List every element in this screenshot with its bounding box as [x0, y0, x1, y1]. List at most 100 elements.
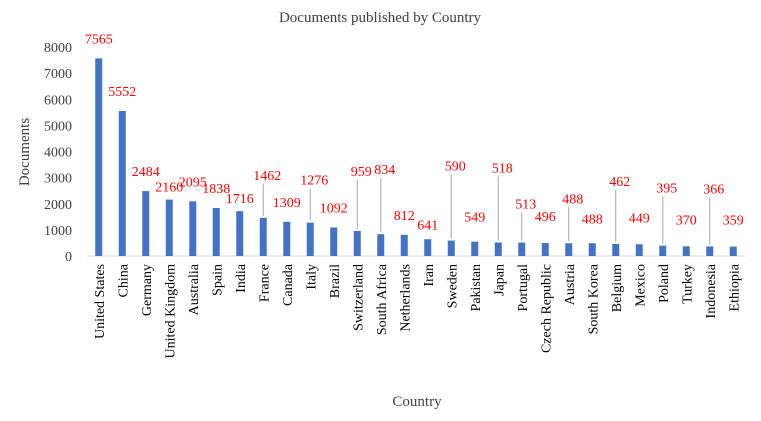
data-label: 488: [582, 212, 603, 227]
data-label: 590: [445, 160, 466, 175]
y-tick-label: 0: [65, 250, 72, 265]
x-tick-label: Ethiopia: [727, 263, 742, 311]
data-label: 496: [535, 210, 556, 225]
y-tick-label: 7000: [44, 67, 72, 82]
data-label: 641: [417, 218, 438, 233]
y-tick-label: 4000: [44, 146, 72, 161]
bar: [635, 244, 643, 256]
bar: [95, 58, 103, 256]
x-tick-label: Poland: [657, 264, 672, 303]
y-tick-label: 5000: [44, 119, 72, 134]
bar: [330, 227, 338, 256]
x-tick-label: Pakistan: [469, 264, 484, 311]
data-label: 1092: [320, 201, 348, 216]
bars: [95, 58, 737, 256]
data-label: 834: [374, 163, 395, 178]
x-tick-label: Spain: [210, 264, 225, 296]
x-tick-label: Netherlands: [398, 264, 413, 332]
data-label: 518: [492, 161, 513, 176]
bar: [682, 246, 690, 256]
bar: [142, 191, 150, 256]
data-label: 488: [562, 192, 583, 207]
bar: [377, 234, 385, 256]
x-tick-label: India: [234, 263, 249, 293]
y-tick-label: 6000: [44, 93, 72, 108]
data-label: 549: [464, 211, 485, 226]
data-label: 812: [394, 209, 415, 224]
bar: [518, 242, 526, 256]
x-tick-label: Turkey: [680, 264, 695, 304]
bar: [165, 199, 173, 256]
data-label: 513: [515, 198, 536, 213]
bar: [400, 234, 408, 256]
x-tick-label: Austria: [563, 263, 578, 305]
x-tick-label: Portugal: [516, 264, 531, 312]
bar: [612, 243, 620, 256]
y-axis-title: Documents: [17, 118, 33, 186]
bar: [565, 243, 573, 256]
bar: [353, 230, 361, 256]
bar: [189, 201, 197, 256]
x-tick-label: France: [257, 264, 272, 302]
data-label: 959: [351, 165, 372, 180]
label-leader-lines: [262, 174, 711, 245]
chart-title: Documents published by Country: [279, 10, 482, 26]
x-tick-label: Australia: [187, 263, 202, 315]
data-label: 2160: [155, 181, 183, 196]
y-tick-label: 8000: [44, 41, 72, 56]
bar: [212, 207, 220, 256]
bar: [283, 221, 291, 256]
x-tick-label: Iran: [422, 264, 437, 287]
x-tick-label: Mexico: [633, 264, 648, 307]
x-tick-label: Japan: [492, 264, 507, 296]
data-label: 7565: [85, 32, 113, 47]
data-label: 462: [609, 175, 630, 190]
x-tick-label: Indonesia: [704, 263, 719, 318]
bar: [424, 239, 432, 256]
x-axis-title: Country: [392, 394, 442, 410]
data-label: 370: [676, 213, 697, 228]
x-tick-label: South Korea: [586, 263, 601, 334]
bar: [306, 222, 314, 256]
y-tick-label: 1000: [44, 224, 72, 239]
x-tick-label: South Africa: [375, 263, 390, 335]
bar: [541, 243, 549, 256]
bar: [259, 217, 267, 256]
x-axis-ticks: United States China Germany United Kingdom A…: [93, 263, 743, 358]
bar: [659, 245, 667, 256]
data-label: 359: [723, 214, 744, 229]
y-axis-ticks: 0 1000 2000 3000 4000 5000 6000 7000 8000: [44, 41, 72, 265]
data-label: 366: [703, 182, 724, 197]
x-tick-label: Canada: [281, 263, 296, 306]
x-tick-label: Switzerland: [351, 264, 366, 331]
data-label: 5552: [108, 85, 136, 100]
x-tick-label: Germany: [140, 264, 155, 316]
data-label: 395: [656, 182, 677, 197]
data-label: 2484: [132, 165, 160, 180]
bar: [706, 246, 714, 256]
data-label: 1838: [202, 182, 230, 197]
data-label: 1276: [300, 174, 328, 189]
x-tick-label: Brazil: [328, 264, 343, 298]
x-tick-label: Italy: [304, 264, 319, 290]
x-tick-label: Czech Republic: [539, 264, 554, 353]
y-tick-label: 2000: [44, 198, 72, 213]
y-tick-label: 3000: [44, 172, 72, 187]
bar: [471, 241, 479, 256]
bar: [118, 110, 126, 256]
bar: [236, 211, 244, 256]
data-label: 1716: [226, 192, 254, 207]
x-tick-label: Belgium: [610, 264, 625, 312]
data-label: 449: [629, 211, 650, 226]
x-tick-label: China: [116, 263, 131, 297]
x-tick-label: United States: [93, 264, 108, 339]
bar: [729, 246, 737, 256]
data-label: 1462: [253, 169, 281, 184]
x-tick-label: Sweden: [445, 264, 460, 308]
bar: [447, 240, 455, 256]
data-label: 2095: [179, 175, 207, 190]
data-label: 1309: [273, 196, 301, 211]
